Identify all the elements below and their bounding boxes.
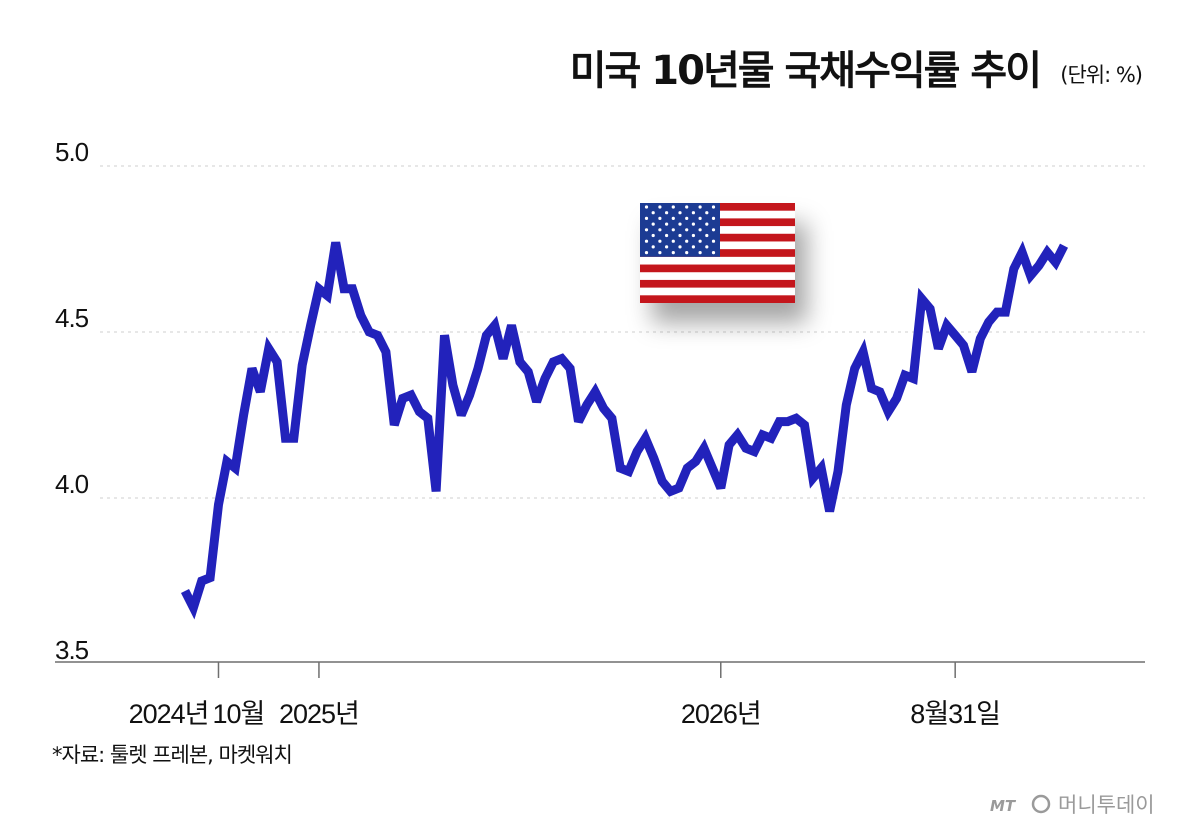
brand-name: 머니투데이 (1058, 793, 1155, 817)
x-tick-label: 2025년 (279, 699, 359, 729)
x-tick-label: 2026년 (681, 699, 761, 729)
brand-mt: MT (990, 797, 1017, 815)
x-tick-label: 2024년 (129, 699, 209, 729)
y-axis: 5.0 4.5 4.0 3.5 (55, 137, 90, 665)
x-axis: 2024년 10월 2025년 2026년 8월31일 (129, 662, 1001, 729)
x-tick-label: 10월 (212, 699, 264, 729)
x-tick-label: 8월31일 (910, 699, 1000, 729)
unit-label: (단위: %) (1060, 63, 1142, 87)
gridlines (100, 165, 1145, 499)
brand-mark-icon (1031, 794, 1051, 814)
brand-logo: MT 머니투데이 (990, 793, 1155, 817)
y-tick-label: 3.5 (55, 635, 89, 665)
y-tick-label: 5.0 (55, 137, 89, 167)
source-note: *자료: 툴렛 프레본, 마켓워치 (52, 743, 292, 767)
y-tick-label: 4.5 (55, 303, 89, 333)
y-tick-label: 4.0 (55, 469, 89, 499)
chart-title: 미국 10년물 국채수익률 추이 (570, 48, 1040, 94)
series-line (180, 240, 1069, 620)
us-flag-icon (640, 203, 795, 303)
series-layer (180, 240, 1069, 620)
